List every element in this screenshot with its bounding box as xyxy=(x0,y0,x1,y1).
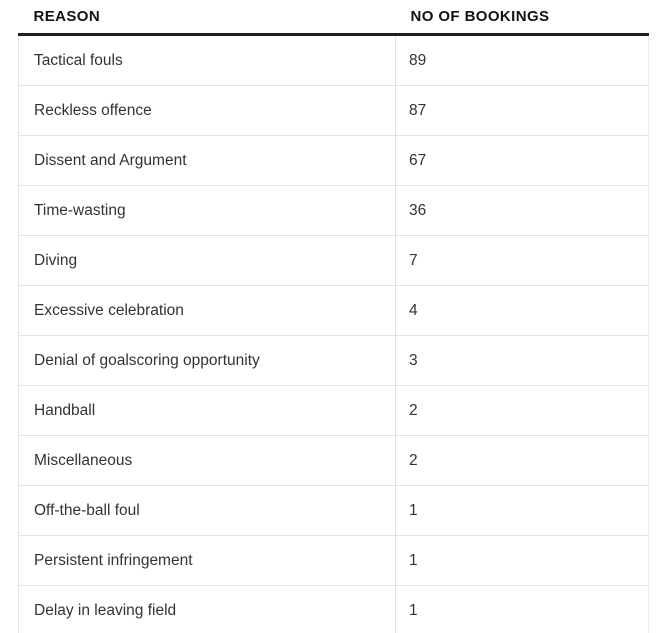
table-row: Time-wasting 36 xyxy=(18,185,649,236)
bookings-cell: 36 xyxy=(395,185,649,236)
reason-cell: Off-the-ball foul xyxy=(18,485,396,536)
column-header-bookings: NO OF BOOKINGS xyxy=(395,0,649,36)
table-row: Reckless offence 87 xyxy=(18,85,649,136)
bookings-cell: 1 xyxy=(395,485,649,536)
table-row: Handball 2 xyxy=(18,385,649,436)
reason-cell: Miscellaneous xyxy=(18,435,396,486)
bookings-cell: 4 xyxy=(395,285,649,336)
reason-cell: Denial of goalscoring opportunity xyxy=(18,335,396,386)
header-row: REASON NO OF BOOKINGS xyxy=(18,0,649,36)
bookings-table: REASON NO OF BOOKINGS Tactical fouls 89 … xyxy=(18,0,649,633)
bookings-cell: 2 xyxy=(395,435,649,486)
reason-cell: Reckless offence xyxy=(18,85,396,136)
reason-cell: Time-wasting xyxy=(18,185,396,236)
table-row: Dissent and Argument 67 xyxy=(18,135,649,186)
reason-cell: Delay in leaving field xyxy=(18,585,396,633)
table-row: Miscellaneous 2 xyxy=(18,435,649,486)
table-header: REASON NO OF BOOKINGS xyxy=(18,0,649,36)
reason-cell: Diving xyxy=(18,235,396,286)
bookings-cell: 2 xyxy=(395,385,649,436)
table-row: Off-the-ball foul 1 xyxy=(18,485,649,536)
table-row: Diving 7 xyxy=(18,235,649,286)
table-row: Tactical fouls 89 xyxy=(18,34,649,86)
bookings-table-container: REASON NO OF BOOKINGS Tactical fouls 89 … xyxy=(18,0,649,633)
table-row: Excessive celebration 4 xyxy=(18,285,649,336)
bookings-cell: 87 xyxy=(395,85,649,136)
table-row: Delay in leaving field 1 xyxy=(18,585,649,633)
bookings-cell: 3 xyxy=(395,335,649,386)
bookings-cell: 7 xyxy=(395,235,649,286)
table-row: Denial of goalscoring opportunity 3 xyxy=(18,335,649,386)
bookings-cell: 1 xyxy=(395,535,649,586)
table-body: Tactical fouls 89 Reckless offence 87 Di… xyxy=(18,34,649,633)
reason-cell: Dissent and Argument xyxy=(18,135,396,186)
reason-cell: Handball xyxy=(18,385,396,436)
bookings-cell: 67 xyxy=(395,135,649,186)
bookings-cell: 1 xyxy=(395,585,649,633)
column-header-reason: REASON xyxy=(18,0,396,36)
bookings-cell: 89 xyxy=(395,34,649,86)
table-row: Persistent infringement 1 xyxy=(18,535,649,586)
reason-cell: Excessive celebration xyxy=(18,285,396,336)
reason-cell: Tactical fouls xyxy=(18,34,396,86)
reason-cell: Persistent infringement xyxy=(18,535,396,586)
